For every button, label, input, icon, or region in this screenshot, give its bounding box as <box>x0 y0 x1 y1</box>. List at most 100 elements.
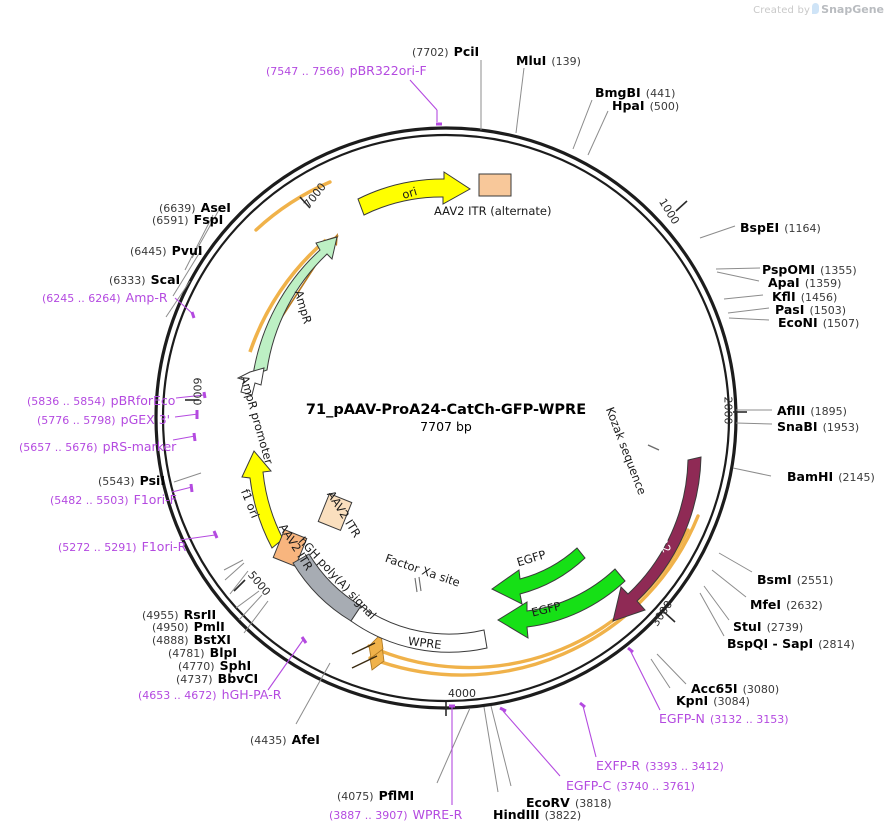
primer-name-hgh-pa-r: hGH-PA-R <box>221 687 282 702</box>
tick-label-2000: 2000 <box>721 396 735 425</box>
enzyme-pos-scaI: (6333) <box>109 274 146 287</box>
enzyme-label-snabI[interactable]: SnaBI (1953) <box>777 418 859 435</box>
enzyme-label-bbvcI[interactable]: (4737) BbvCI <box>176 670 258 687</box>
enzyme-label-afeI[interactable]: (4435) AfeI <box>250 731 320 748</box>
enzyme-label-bamhI[interactable]: BamHI (2145) <box>787 468 875 485</box>
enzyme-label-blpI[interactable]: (4781) BlpI <box>168 644 237 661</box>
primer-label-pgex-3-prime[interactable]: (5776 .. 5798) pGEX 3' <box>37 411 170 428</box>
enzyme-name-bstxI: BstXI <box>193 632 231 647</box>
enzyme-pos-stuI: (2739) <box>766 621 804 634</box>
primer-name-f1ori-r: F1ori-R <box>141 539 187 554</box>
enzyme-label-pasI[interactable]: PasI (1503) <box>775 301 846 318</box>
enzyme-name-pciI: PciI <box>453 44 480 59</box>
feature-kozak-sequence[interactable] <box>647 444 660 451</box>
enzyme-label-hpaI[interactable]: HpaI (500) <box>612 97 679 114</box>
feature-aav2-itr-upper[interactable] <box>317 492 353 532</box>
snapgene-brand: SnapGene <box>821 3 884 16</box>
enzyme-pos-aseI: (6639) <box>159 202 196 215</box>
primer-label-exfp-r[interactable]: EXFP-R (3393 .. 3412) <box>596 757 724 774</box>
tick-label-6000: 6000 <box>190 377 204 406</box>
enzyme-name-acc65I: Acc65I <box>691 681 738 696</box>
enzyme-pos-bbvcI: (4737) <box>176 673 213 686</box>
enzyme-name-bbvcI: BbvCI <box>217 671 259 686</box>
enzyme-label-scaI[interactable]: (6333) ScaI <box>109 271 180 288</box>
enzyme-label-mluI[interactable]: MluI (139) <box>516 52 581 69</box>
enzyme-pos-snabI: (1953) <box>822 421 860 434</box>
primer-label-egfp-n[interactable]: EGFP-N (3132 .. 3153) <box>659 710 789 727</box>
enzyme-label-acc65I[interactable]: Acc65I (3080) <box>691 680 779 697</box>
feature-wpre[interactable] <box>350 605 488 653</box>
primer-label-hgh-pa-r[interactable]: (4653 .. 4672) hGH-PA-R <box>138 686 281 703</box>
primer-pos-f1ori-f: (5482 .. 5503) <box>50 494 129 507</box>
enzyme-label-pvuI[interactable]: (6445) PvuI <box>130 242 203 259</box>
feature-egfp-outer[interactable] <box>497 568 626 639</box>
enzyme-label-stuI[interactable]: StuI (2739) <box>733 618 803 635</box>
enzyme-label-bspqI-sapI[interactable]: BspQI - SapI (2814) <box>727 635 855 652</box>
enzyme-label-hindiii[interactable]: HindIII (3822) <box>493 806 581 823</box>
enzyme-pos-hindiii: (3822) <box>544 809 582 822</box>
enzyme-label-ecorv[interactable]: EcoRV (3818) <box>526 794 612 811</box>
enzyme-label-apaI[interactable]: ApaI (1359) <box>768 274 841 291</box>
enzyme-label-mfeI[interactable]: MfeI (2632) <box>750 596 823 613</box>
enzyme-name-stuI: StuI <box>733 619 762 634</box>
enzyme-label-econI[interactable]: EcoNI (1507) <box>778 314 859 331</box>
enzyme-name-pvuI: PvuI <box>171 243 203 258</box>
primer-label-amp-r[interactable]: (6245 .. 6264) Amp-R <box>42 289 168 306</box>
primer-pos-egfp-c: (3740 .. 3761) <box>616 780 695 793</box>
enzyme-label-kflI[interactable]: KflI (1456) <box>772 288 837 305</box>
enzyme-label-afliI[interactable]: AflII (1895) <box>777 402 847 419</box>
primer-label-f1ori-f[interactable]: (5482 .. 5503) F1ori-F <box>50 491 177 508</box>
feature-ampr-promoter[interactable] <box>236 367 265 396</box>
primer-label-egfp-c[interactable]: EGFP-C (3740 .. 3761) <box>566 777 695 794</box>
primer-label-pbr322ori-f[interactable]: (7547 .. 7566) pBR322ori-F <box>266 62 427 79</box>
enzyme-pos-pspomI: (1355) <box>820 264 857 277</box>
enzyme-name-rsrII: RsrII <box>183 607 217 622</box>
enzyme-label-pmlI[interactable]: (4950) PmlI <box>152 618 225 635</box>
enzyme-label-pspomI[interactable]: PspOMI (1355) <box>762 261 857 278</box>
feature-factor-xa-site[interactable] <box>414 576 422 593</box>
enzyme-label-fspI[interactable]: (6591) FspI <box>152 211 223 228</box>
enzyme-pos-bspqI-sapI: (2814) <box>818 638 855 651</box>
enzyme-name-apaI: ApaI <box>768 275 800 290</box>
enzyme-label-bspeI[interactable]: BspEI (1164) <box>740 219 821 236</box>
enzyme-label-psiI[interactable]: (5543) PsiI <box>98 472 165 489</box>
enzyme-pos-pflmI: (4075) <box>337 790 374 803</box>
enzyme-label-bmgbI[interactable]: BmgBI (441) <box>595 84 675 101</box>
enzyme-pos-rsrII: (4955) <box>142 609 179 622</box>
feature-chr2[interactable] <box>612 456 702 622</box>
enzyme-pos-kpnI: (3084) <box>713 695 750 708</box>
orange-track-dark-arrow <box>351 642 378 669</box>
enzyme-pos-pmlI: (4950) <box>152 621 189 634</box>
enzyme-pos-pvuI: (6445) <box>130 245 167 258</box>
primer-label-f1ori-r[interactable]: (5272 .. 5291) F1ori-R <box>58 538 186 555</box>
enzyme-label-pflmI[interactable]: (4075) PflMI <box>337 787 414 804</box>
enzyme-label-kpnI[interactable]: KpnI (3084) <box>676 692 750 709</box>
primer-name-prs-marker: pRS-marker <box>102 439 177 454</box>
enzyme-name-afeI: AfeI <box>291 732 320 747</box>
feature-ori[interactable] <box>357 171 471 216</box>
enzyme-label-bstxI[interactable]: (4888) BstXI <box>152 631 231 648</box>
enzyme-name-mluI: MluI <box>516 53 547 68</box>
enzyme-label-sphI[interactable]: (4770) SphI <box>178 657 251 674</box>
enzyme-label-pciI[interactable]: (7702) PciI <box>412 43 479 60</box>
feature-aav2-itr-alternate[interactable] <box>478 173 512 197</box>
feature-ampr[interactable] <box>252 236 338 376</box>
enzyme-pos-pasI: (1503) <box>809 304 847 317</box>
primer-label-pbrforeco[interactable]: (5836 .. 5854) pBRforEco <box>27 392 175 409</box>
feature-aav2-itr-lower[interactable] <box>272 528 308 568</box>
primer-leader-lines <box>171 79 661 805</box>
enzyme-label-bsmI[interactable]: BsmI (2551) <box>757 571 833 588</box>
enzyme-label-rsrII[interactable]: (4955) RsrII <box>142 606 216 623</box>
primer-label-prs-marker[interactable]: (5657 .. 5676) pRS-marker <box>19 438 176 455</box>
feature-f1-ori[interactable] <box>241 450 284 549</box>
primer-pos-hgh-pa-r: (4653 .. 4672) <box>138 689 217 702</box>
primer-pos-pgex-3-prime: (5776 .. 5798) <box>37 414 116 427</box>
enzyme-label-aseI[interactable]: (6639) AseI <box>159 199 231 216</box>
snapgene-droplet-icon <box>812 3 820 14</box>
enzyme-name-snabI: SnaBI <box>777 419 818 434</box>
feature-egfp-inner[interactable] <box>491 547 586 605</box>
primer-label-wpre-r[interactable]: (3887 .. 3907) WPRE-R <box>329 806 462 823</box>
primer-pos-prs-marker: (5657 .. 5676) <box>19 441 98 454</box>
primer-pos-pbrforeco: (5836 .. 5854) <box>27 395 106 408</box>
